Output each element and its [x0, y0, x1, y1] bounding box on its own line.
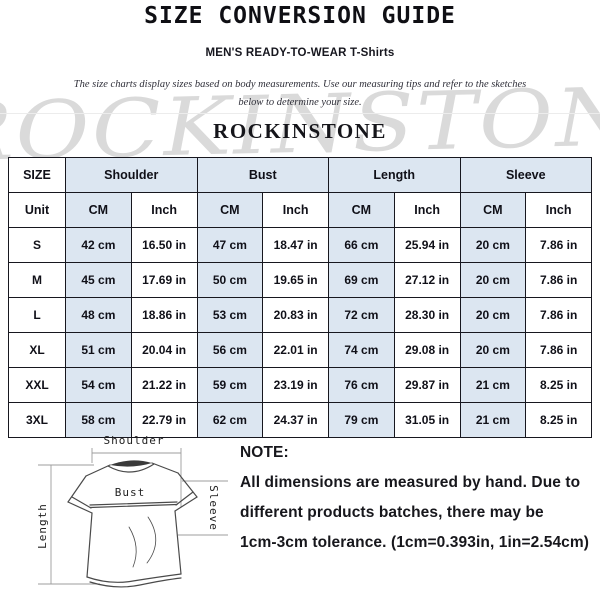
- size-cell: L: [8, 297, 66, 333]
- inch-value-cell: 18.47 in: [262, 227, 329, 263]
- divider-line: [0, 113, 600, 114]
- inch-value-cell: 29.08 in: [393, 332, 461, 368]
- cm-value-cell: 21 cm: [459, 367, 527, 403]
- inch-value-cell: 20.83 in: [262, 297, 329, 333]
- cm-value-cell: 56 cm: [196, 332, 264, 368]
- cm-value-cell: 21 cm: [459, 402, 527, 438]
- shoulder-header-cell: Shoulder: [65, 157, 198, 193]
- tshirt-outline: [67, 460, 198, 588]
- cm-header-cell: CM: [328, 192, 395, 228]
- inch-value-cell: 17.69 in: [130, 262, 198, 298]
- inch-value-cell: 21.22 in: [130, 367, 198, 403]
- size-conversion-table: SIZE Shoulder Bust Length Sleeve Unit CM…: [8, 157, 592, 438]
- description-line-1: The size charts display sizes based on b…: [73, 79, 527, 90]
- note-line: All dimensions are measured by hand. Due…: [240, 474, 581, 491]
- cm-value-cell: 20 cm: [459, 227, 527, 263]
- inch-value-cell: 7.86 in: [525, 262, 592, 298]
- note-line: different products batches, there may be: [240, 504, 544, 521]
- inch-value-cell: 19.65 in: [262, 262, 329, 298]
- inch-value-cell: 7.86 in: [525, 332, 592, 368]
- inch-value-cell: 27.12 in: [393, 262, 461, 298]
- cm-value-cell: 59 cm: [196, 367, 264, 403]
- measurement-lines: [38, 448, 228, 585]
- cm-header-cell: CM: [196, 192, 264, 228]
- unit-row: Unit CM Inch CM Inch CM Inch CM Inch: [8, 192, 592, 228]
- inch-value-cell: 16.50 in: [130, 227, 198, 263]
- cm-value-cell: 20 cm: [459, 262, 527, 298]
- size-table-body: SIZE Shoulder Bust Length Sleeve Unit CM…: [8, 157, 592, 438]
- table-row: XL 51 cm 20.04 in 56 cm 22.01 in 74 cm 29.08 i…: [8, 332, 592, 368]
- table-row: 3XL 58 cm 22.79 in 62 cm 24.37 in 79 cm 31.05 …: [8, 402, 592, 438]
- cm-value-cell: 42 cm: [65, 227, 132, 263]
- inch-value-cell: 22.79 in: [130, 402, 198, 438]
- cm-value-cell: 45 cm: [65, 262, 132, 298]
- note-title: NOTE:: [240, 444, 289, 461]
- inch-header-cell: Inch: [130, 192, 198, 228]
- inch-value-cell: 31.05 in: [393, 402, 461, 438]
- shoulder-label: Shoulder: [104, 434, 165, 447]
- cm-value-cell: 66 cm: [328, 227, 395, 263]
- tshirt-measurement-diagram: Shoulder Bust Length Sleeve: [36, 434, 228, 588]
- inch-value-cell: 29.87 in: [393, 367, 461, 403]
- inch-value-cell: 8.25 in: [525, 367, 592, 403]
- note-block: NOTE: All dimensions are measured by han…: [240, 438, 592, 558]
- inch-value-cell: 23.19 in: [262, 367, 329, 403]
- inch-value-cell: 25.94 in: [393, 227, 461, 263]
- inch-value-cell: 8.25 in: [525, 402, 592, 438]
- cm-value-cell: 72 cm: [328, 297, 395, 333]
- cm-value-cell: 47 cm: [196, 227, 264, 263]
- unit-label-cell: Unit: [8, 192, 66, 228]
- cm-value-cell: 54 cm: [65, 367, 132, 403]
- table-row: M 45 cm 17.69 in 50 cm 19.65 in 69 cm 27.12 in…: [8, 262, 592, 298]
- inch-value-cell: 28.30 in: [393, 297, 461, 333]
- corner-header-cell: SIZE: [8, 157, 66, 193]
- length-header-cell: Length: [328, 157, 461, 193]
- cm-value-cell: 48 cm: [65, 297, 132, 333]
- page-title: SIZE CONVERSION GUIDE: [144, 3, 456, 29]
- cm-value-cell: 51 cm: [65, 332, 132, 368]
- cm-value-cell: 20 cm: [459, 332, 527, 368]
- table-header-row: SIZE Shoulder Bust Length Sleeve: [8, 157, 592, 193]
- inch-value-cell: 24.37 in: [262, 402, 329, 438]
- size-cell: S: [8, 227, 66, 263]
- inch-header-cell: Inch: [525, 192, 592, 228]
- table-row: L 48 cm 18.86 in 53 cm 20.83 in 72 cm 28.30 in…: [8, 297, 592, 333]
- sleeve-header-cell: Sleeve: [459, 157, 592, 193]
- page-subtitle: MEN'S READY-TO-WEAR T-Shirts: [205, 47, 395, 59]
- size-cell: XXL: [8, 367, 66, 403]
- size-cell: M: [8, 262, 66, 298]
- cm-value-cell: 79 cm: [328, 402, 395, 438]
- brand-name: ROCKINSTONE: [213, 119, 387, 143]
- table-row: XXL 54 cm 21.22 in 59 cm 23.19 in 76 cm 29.87 …: [8, 367, 592, 403]
- cm-header-cell: CM: [65, 192, 132, 228]
- inch-value-cell: 22.01 in: [262, 332, 329, 368]
- bust-label: Bust: [115, 486, 146, 499]
- cm-value-cell: 69 cm: [328, 262, 395, 298]
- note-line: 1cm-3cm tolerance. (1cm=0.393in, 1in=2.5…: [240, 534, 590, 551]
- size-cell: 3XL: [8, 402, 66, 438]
- bust-header-cell: Bust: [196, 157, 329, 193]
- size-cell: XL: [8, 332, 66, 368]
- inch-header-cell: Inch: [262, 192, 329, 228]
- cm-value-cell: 50 cm: [196, 262, 264, 298]
- description-line-2: below to determine your size.: [238, 97, 362, 108]
- inch-header-cell: Inch: [393, 192, 461, 228]
- inch-value-cell: 7.86 in: [525, 227, 592, 263]
- length-label: Length: [36, 503, 49, 549]
- inch-value-cell: 20.04 in: [130, 332, 198, 368]
- sleeve-label: Sleeve: [207, 485, 220, 531]
- cm-value-cell: 76 cm: [328, 367, 395, 403]
- cm-value-cell: 74 cm: [328, 332, 395, 368]
- inch-value-cell: 7.86 in: [525, 297, 592, 333]
- cm-value-cell: 20 cm: [459, 297, 527, 333]
- table-row: S 42 cm 16.50 in 47 cm 18.47 in 66 cm 25.94 in…: [8, 227, 592, 263]
- cm-header-cell: CM: [459, 192, 527, 228]
- cm-value-cell: 53 cm: [196, 297, 264, 333]
- inch-value-cell: 18.86 in: [130, 297, 198, 333]
